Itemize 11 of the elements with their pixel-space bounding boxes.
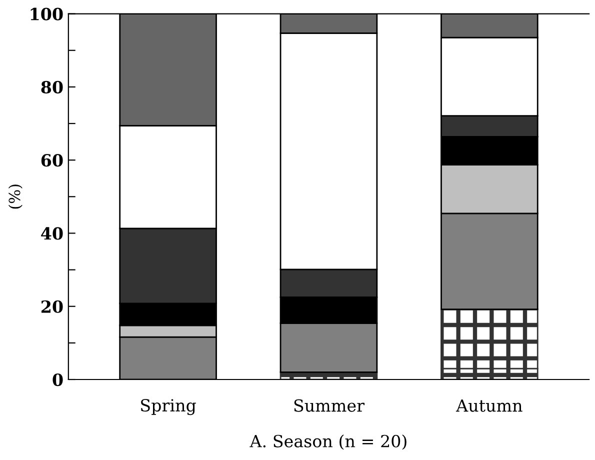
y-tick-label: 100 <box>30 8 63 20</box>
x-tick-label: Autumn <box>456 399 522 412</box>
x-tick-label: Summer <box>294 399 365 412</box>
y-tick-label: 0 <box>52 373 63 386</box>
y-axis-title: (%) <box>8 184 22 209</box>
y-tick-label: 40 <box>41 227 63 240</box>
x-tick-label: Spring <box>141 399 196 416</box>
y-tick-label: 80 <box>41 80 63 94</box>
y-tick-label: 60 <box>41 154 63 167</box>
x-axis-title: A. Season (n = 20) <box>250 434 406 450</box>
y-tick-label: 20 <box>41 300 63 313</box>
